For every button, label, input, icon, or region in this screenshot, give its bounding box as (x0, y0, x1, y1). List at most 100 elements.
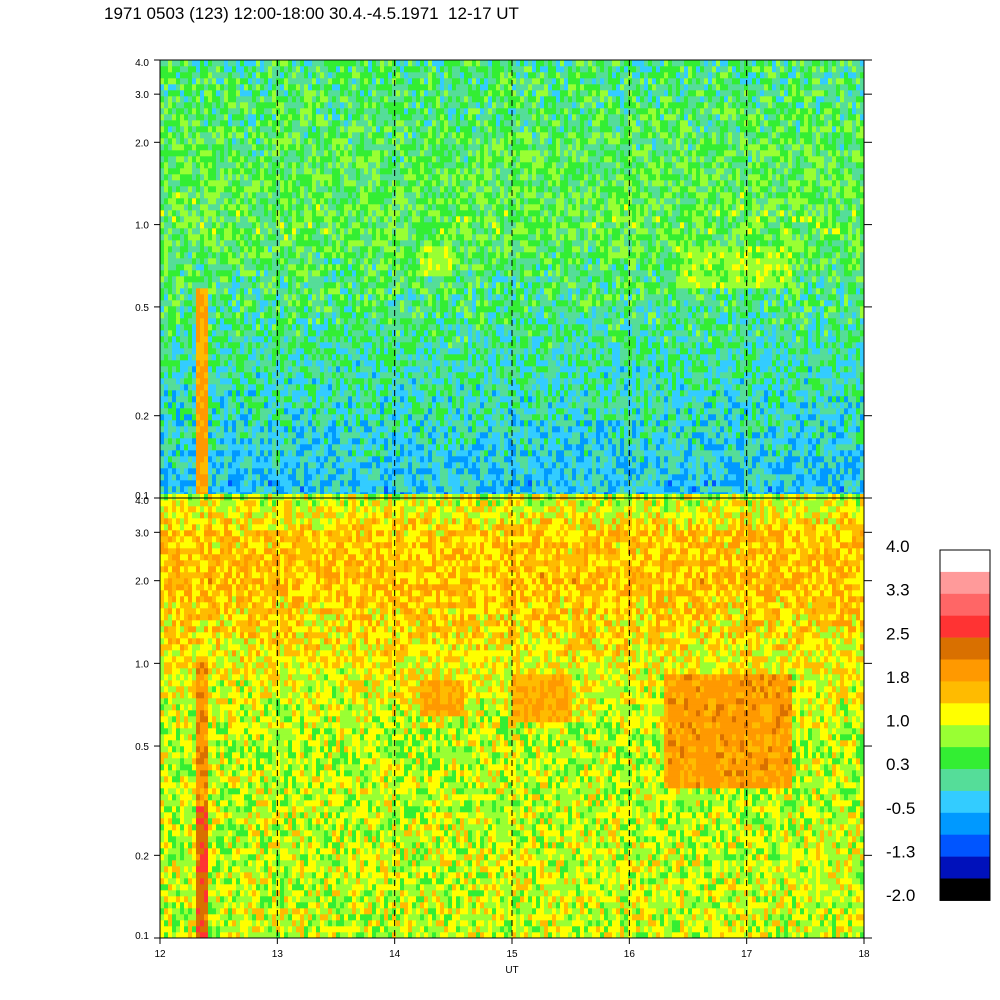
upper-heat-cell (832, 432, 837, 439)
upper-heat-cell (832, 438, 837, 445)
upper-heat-cell (172, 486, 177, 493)
upper-heat-cell (768, 342, 773, 349)
upper-heat-cell (432, 390, 437, 397)
upper-heat-cell (620, 342, 625, 349)
upper-heat-cell (384, 444, 389, 451)
upper-heat-cell (160, 402, 165, 409)
upper-heat-cell (380, 354, 385, 361)
upper-heat-cell (832, 384, 837, 391)
upper-heat-cell (200, 474, 205, 481)
upper-heat-cell (808, 390, 813, 397)
upper-heat-cell (568, 408, 573, 415)
upper-heat-cell (652, 408, 657, 415)
upper-heat-cell (400, 414, 405, 421)
upper-heat-cell (308, 360, 313, 367)
upper-heat-cell (684, 456, 689, 463)
upper-heat-cell (628, 474, 633, 481)
upper-heat-cell (288, 372, 293, 379)
upper-heat-cell (376, 402, 381, 409)
upper-heat-cell (528, 408, 533, 415)
upper-heat-cell (384, 366, 389, 373)
upper-heat-cell (212, 474, 217, 481)
upper-heat-cell (436, 426, 441, 433)
upper-heat-cell (384, 438, 389, 445)
upper-heat-cell (192, 342, 197, 349)
upper-heat-cell (628, 330, 633, 337)
upper-heat-cell (380, 468, 385, 475)
upper-heat-cell (496, 372, 501, 379)
upper-heat-cell (176, 462, 181, 469)
upper-heat-cell (720, 486, 725, 493)
upper-heat-cell (320, 402, 325, 409)
upper-heat-cell (260, 396, 265, 403)
upper-heat-cell (568, 468, 573, 475)
upper-heat-cell (524, 408, 529, 415)
upper-heat-cell (744, 342, 749, 349)
upper-heat-cell (552, 444, 557, 451)
upper-heat-cell (408, 360, 413, 367)
upper-heat-cell (276, 390, 281, 397)
upper-heat-cell (812, 354, 817, 361)
upper-heat-cell (852, 432, 857, 439)
upper-heat-cell (584, 456, 589, 463)
upper-heat-cell (848, 396, 853, 403)
upper-heat-cell (180, 378, 185, 385)
upper-heat-cell (536, 438, 541, 445)
upper-heat-cell (772, 432, 777, 439)
upper-heat-cell (420, 486, 425, 493)
upper-heat-cell (292, 426, 297, 433)
upper-heat-cell (400, 336, 405, 343)
upper-heat-cell (376, 450, 381, 457)
upper-heat-cell (828, 354, 833, 361)
upper-heat-cell (504, 372, 509, 379)
upper-heat-cell (740, 336, 745, 343)
upper-heat-cell (852, 456, 857, 463)
upper-heat-cell (296, 360, 301, 367)
upper-heat-cell (332, 408, 337, 415)
upper-heat-cell (404, 468, 409, 475)
upper-heat-cell (516, 348, 521, 355)
upper-heat-cell (228, 414, 233, 421)
upper-heat-cell (820, 366, 825, 373)
upper-heat-cell (576, 336, 581, 343)
upper-heat-cell (752, 378, 757, 385)
upper-heat-cell (656, 372, 661, 379)
upper-heat-cell (368, 414, 373, 421)
upper-heat-cell (240, 396, 245, 403)
upper-heat-cell (340, 432, 345, 439)
upper-heat-cell (492, 414, 497, 421)
upper-heat-cell (196, 396, 201, 403)
upper-heat-cell (504, 354, 509, 361)
upper-heat-cell (244, 420, 249, 427)
upper-heat-cell (500, 450, 505, 457)
upper-heat-cell (568, 462, 573, 469)
upper-heat-cell (812, 348, 817, 355)
upper-heat-cell (424, 426, 429, 433)
upper-heat-cell (796, 372, 801, 379)
upper-heat-cell (348, 396, 353, 403)
upper-heat-cell (324, 438, 329, 445)
upper-heat-cell (304, 444, 309, 451)
upper-heat-cell (576, 426, 581, 433)
upper-heat-cell (568, 348, 573, 355)
upper-heat-cell (604, 414, 609, 421)
upper-heat-cell (304, 462, 309, 469)
upper-heat-cell (616, 342, 621, 349)
upper-heat-cell (640, 420, 645, 427)
upper-heat-cell (396, 438, 401, 445)
upper-heat-cell (348, 456, 353, 463)
upper-heat-cell (516, 390, 521, 397)
upper-heat-cell (388, 462, 393, 469)
upper-heat-cell (496, 354, 501, 361)
upper-heat-cell (228, 420, 233, 427)
upper-heat-cell (796, 432, 801, 439)
upper-heat-cell (448, 342, 453, 349)
upper-heat-cell (476, 348, 481, 355)
upper-heat-cell (484, 438, 489, 445)
upper-heat-cell (312, 456, 317, 463)
upper-heat-cell (768, 474, 773, 481)
upper-heat-cell (472, 342, 477, 349)
upper-heat-cell (328, 342, 333, 349)
upper-heat-cell (788, 456, 793, 463)
upper-heat-cell (416, 474, 421, 481)
